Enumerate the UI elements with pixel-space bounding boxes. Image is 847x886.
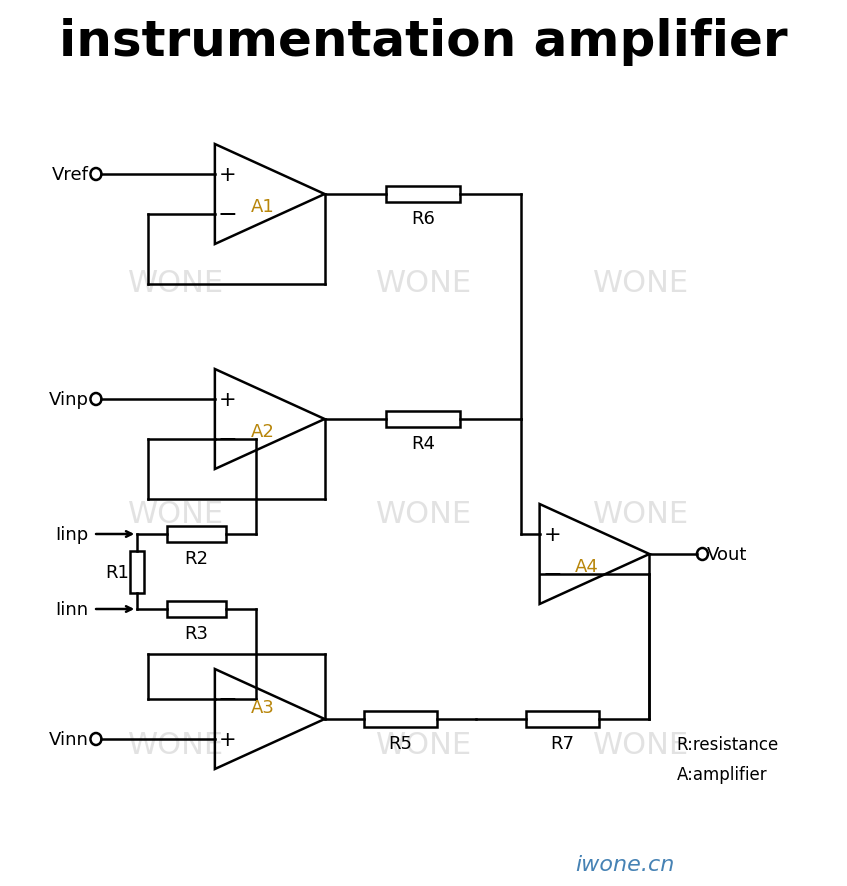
- Text: R:resistance
A:amplifier: R:resistance A:amplifier: [677, 735, 779, 782]
- Text: +: +: [544, 525, 562, 544]
- Text: −: −: [218, 203, 237, 227]
- Text: R7: R7: [551, 734, 574, 752]
- Text: −: −: [218, 428, 237, 452]
- Bar: [526, 711, 599, 727]
- Bar: [386, 187, 460, 203]
- Text: WONE: WONE: [593, 269, 689, 298]
- Text: A1: A1: [251, 198, 274, 216]
- Text: R1: R1: [105, 563, 129, 581]
- Text: +: +: [219, 729, 236, 750]
- Text: Vout: Vout: [707, 546, 747, 563]
- Text: Iinn: Iinn: [56, 601, 89, 618]
- Text: WONE: WONE: [128, 500, 224, 528]
- Text: Vinp: Vinp: [48, 391, 89, 408]
- Text: A3: A3: [251, 698, 274, 716]
- Bar: [363, 711, 437, 727]
- Text: WONE: WONE: [593, 500, 689, 528]
- Text: +: +: [219, 165, 236, 185]
- Text: R2: R2: [185, 549, 208, 567]
- Text: −: −: [543, 563, 562, 587]
- Text: WONE: WONE: [376, 730, 472, 758]
- Text: Iinp: Iinp: [55, 525, 89, 543]
- Text: iwone.cn: iwone.cn: [576, 854, 675, 874]
- Text: Vinn: Vinn: [49, 730, 89, 748]
- Text: R4: R4: [411, 434, 435, 453]
- Text: A2: A2: [251, 423, 274, 440]
- Text: −: −: [218, 688, 237, 711]
- Text: WONE: WONE: [593, 730, 689, 758]
- Text: R5: R5: [388, 734, 412, 752]
- Bar: [167, 602, 226, 618]
- Bar: [130, 551, 145, 593]
- Text: +: +: [219, 390, 236, 409]
- Text: R6: R6: [411, 210, 435, 228]
- Text: R3: R3: [185, 625, 208, 642]
- Text: instrumentation amplifier: instrumentation amplifier: [59, 18, 788, 66]
- Text: WONE: WONE: [128, 730, 224, 758]
- Text: WONE: WONE: [376, 500, 472, 528]
- Text: WONE: WONE: [128, 269, 224, 298]
- Text: Vref: Vref: [52, 166, 89, 183]
- Text: A4: A4: [575, 557, 599, 575]
- Bar: [386, 411, 460, 428]
- Bar: [167, 526, 226, 542]
- Text: WONE: WONE: [376, 269, 472, 298]
